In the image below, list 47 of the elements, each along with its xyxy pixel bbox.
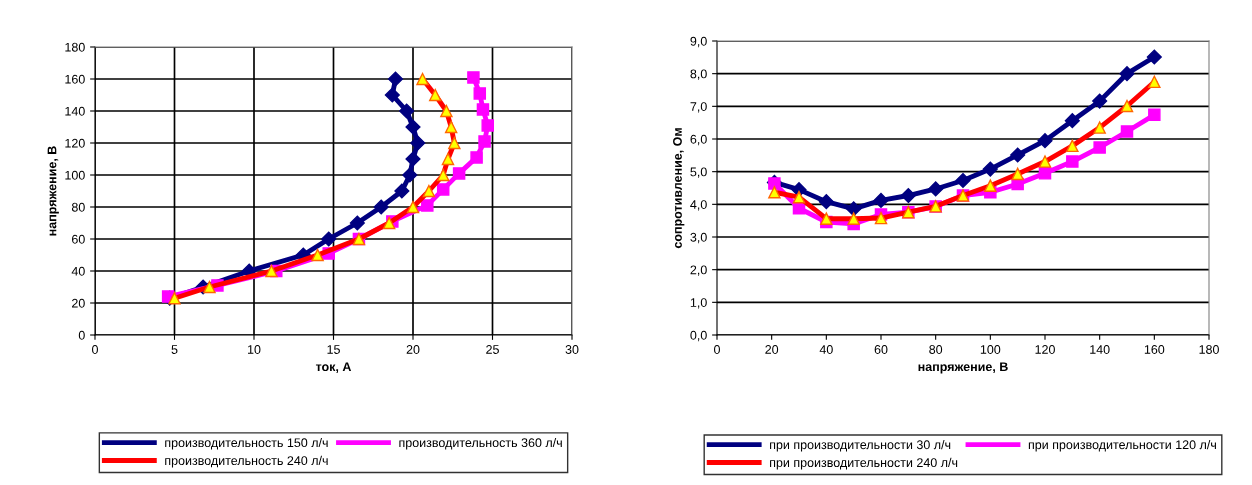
y-tick-label: 4,0	[690, 200, 707, 211]
x-tick-label: 0	[714, 345, 720, 354]
y-tick-label: 1,0	[690, 298, 707, 309]
y-axis-title: напряжение, В	[47, 146, 59, 236]
x-tick-label: 40	[819, 345, 833, 354]
y-tick-label: 0,0	[690, 330, 707, 342]
x-tick-label: 140	[1090, 345, 1110, 354]
legend-label: производительность 360 л/ч	[399, 437, 562, 450]
y-tick-label: 3,0	[690, 232, 707, 244]
y-tick-label: 20	[72, 298, 85, 308]
x-tick-label: 20	[406, 345, 420, 354]
y-tick-label: 8,0	[690, 69, 707, 80]
x-tick-label: 0	[92, 345, 98, 354]
y-tick-label: 100	[65, 170, 85, 180]
x-tick-label: 180	[1199, 345, 1219, 354]
legend-label: при производительности 30 л/ч	[770, 439, 951, 452]
y-tick-label: 9,0	[690, 36, 707, 48]
legend-label: при производительности 120 л/ч	[1028, 439, 1216, 452]
y-tick-label: 180	[65, 42, 85, 52]
x-axis-title: напряжение, В	[918, 362, 1008, 374]
legend-label: производительность 240 л/ч	[165, 455, 328, 468]
y-tick-label: 7,0	[690, 102, 707, 113]
y-tick-label: 0	[78, 330, 85, 340]
y-tick-label: 160	[65, 74, 85, 84]
y-tick-label: 120	[65, 138, 85, 148]
legend-label: производительность 150 л/ч	[165, 437, 328, 450]
y-tick-label: 80	[71, 202, 85, 212]
y-tick-label: 5,0	[690, 167, 707, 178]
legend-label: при производительности 240 л/ч	[770, 457, 958, 470]
x-tick-label: 15	[327, 345, 340, 354]
x-axis-title: ток, А	[315, 362, 352, 373]
y-tick-label: 40	[71, 266, 85, 276]
x-tick-label: 80	[929, 345, 943, 354]
y-tick-label: 2,0	[690, 265, 707, 276]
x-tick-label: 160	[1144, 345, 1165, 354]
y-tick-label: 140	[65, 106, 85, 116]
y-tick-label: 6,0	[690, 134, 707, 146]
x-tick-label: 20	[765, 345, 779, 354]
x-tick-label: 30	[565, 345, 579, 354]
x-tick-label: 100	[980, 345, 1001, 354]
x-tick-label: 120	[1035, 345, 1055, 354]
x-tick-label: 25	[486, 345, 499, 354]
x-tick-label: 60	[874, 345, 888, 354]
y-axis-title: сопротивление, Ом	[673, 128, 685, 249]
x-tick-label: 10	[248, 345, 261, 354]
x-tick-label: 5	[171, 345, 178, 354]
y-tick-label: 60	[72, 234, 85, 244]
